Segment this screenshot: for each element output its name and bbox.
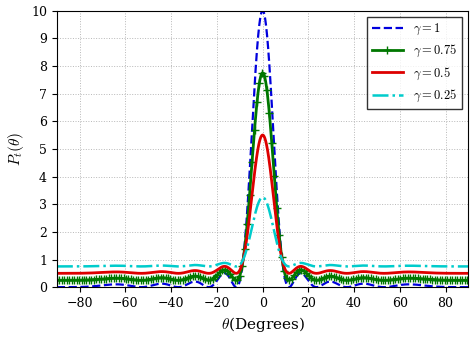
Line: $\gamma = 0.5$: $\gamma = 0.5$: [57, 135, 468, 273]
$\gamma = 1$: [454, 285, 460, 289]
$\gamma = 1$: [243, 225, 249, 229]
$\gamma = 0.5$: [454, 271, 460, 275]
$\gamma = 0.25$: [254, 205, 260, 209]
$\gamma = 0.25$: [75, 265, 81, 269]
$\gamma = 0.75$: [54, 278, 60, 282]
$\gamma = 1$: [54, 285, 60, 289]
$\gamma = 1$: [254, 48, 260, 52]
$\gamma = 0.5$: [378, 271, 384, 275]
$\gamma = 1$: [378, 285, 384, 289]
$\gamma = 0.75$: [243, 233, 249, 237]
$\gamma = 1$: [454, 285, 459, 289]
$\gamma = 0.5$: [54, 271, 60, 275]
$\gamma = 0.75$: [378, 278, 384, 282]
$\gamma = 0.5$: [254, 153, 260, 157]
$\gamma = 0.25$: [454, 265, 459, 269]
$\gamma = 0.25$: [260, 195, 265, 199]
$\gamma = 0.25$: [378, 264, 384, 268]
Y-axis label: $P_t(\theta)$: $P_t(\theta)$: [6, 132, 26, 166]
Line: $\gamma = 0.25$: $\gamma = 0.25$: [57, 197, 468, 267]
$\gamma = 0.75$: [254, 100, 260, 104]
$\gamma = 0.75$: [454, 278, 460, 282]
$\gamma = 1$: [465, 285, 471, 289]
$\gamma = 0.75$: [75, 278, 81, 282]
$\gamma = 0.25$: [465, 265, 471, 269]
$\gamma = 0.5$: [75, 271, 81, 275]
Line: $\gamma = 1$: $\gamma = 1$: [57, 11, 468, 287]
$\gamma = 0.5$: [465, 271, 471, 275]
$\gamma = 0.5$: [454, 271, 459, 275]
$\gamma = 0.75$: [260, 71, 265, 75]
$\gamma = 0.25$: [454, 265, 460, 269]
$\gamma = 1$: [75, 285, 81, 289]
$\gamma = 0.5$: [243, 241, 249, 245]
$\gamma = 0.25$: [54, 265, 60, 269]
$\gamma = 0.75$: [454, 278, 459, 282]
$\gamma = 1$: [260, 8, 265, 13]
X-axis label: $\theta$(Degrees): $\theta$(Degrees): [220, 316, 305, 335]
$\gamma = 0.5$: [260, 133, 265, 137]
$\gamma = 0.25$: [243, 250, 249, 254]
Legend: $\gamma = 1$, $\gamma = 0.75$, $\gamma = 0.5$, $\gamma = 0.25$: $\gamma = 1$, $\gamma = 0.75$, $\gamma =…: [367, 17, 462, 109]
$\gamma = 0.75$: [465, 278, 471, 282]
Line: $\gamma = 0.75$: $\gamma = 0.75$: [53, 69, 473, 285]
